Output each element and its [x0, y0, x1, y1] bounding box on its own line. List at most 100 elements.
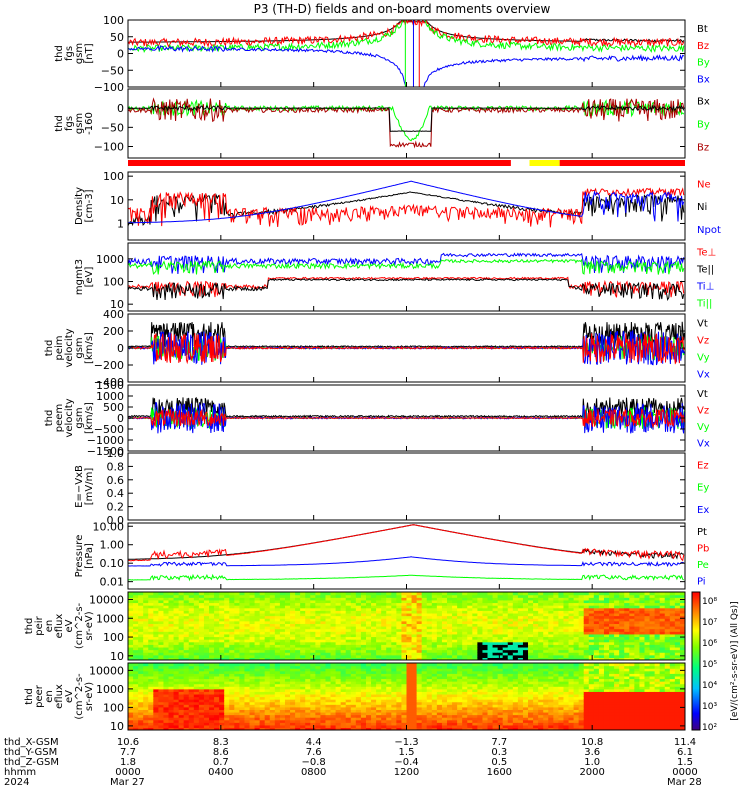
heatmap-cell — [203, 599, 210, 604]
heatmap-cell — [310, 722, 316, 726]
heatmap-cell — [447, 688, 453, 692]
heatmap-cell — [345, 649, 352, 653]
heatmap-cell — [320, 623, 327, 627]
heatmap-cell — [441, 724, 448, 729]
heatmap-cell — [355, 719, 362, 723]
heatmap-cell — [421, 683, 428, 687]
heatmap-cell — [193, 675, 200, 680]
heatmap-cell — [143, 711, 149, 716]
heatmap-cell — [310, 599, 316, 604]
heatmap-cell — [376, 704, 382, 708]
heatmap-cell — [234, 719, 240, 723]
heatmap-cell — [290, 597, 296, 601]
heatmap-cell — [492, 646, 499, 651]
heatmap-cell — [669, 615, 676, 619]
heatmap-cell — [320, 612, 327, 617]
heatmap-cell — [148, 693, 154, 698]
y-tick-label: −100 — [94, 81, 124, 94]
heatmap-cell — [128, 699, 134, 703]
heatmap-cell — [563, 602, 570, 606]
heatmap-cell — [305, 670, 311, 674]
heatmap-cell — [163, 618, 170, 622]
heatmap-cell — [269, 673, 276, 677]
heatmap-cell — [254, 649, 261, 653]
heatmap-cell — [649, 652, 656, 656]
heatmap-cell — [340, 612, 347, 617]
heatmap-cell — [462, 663, 468, 667]
heatmap-cell — [634, 626, 641, 630]
heatmap-cell — [568, 602, 575, 606]
heatmap-cell — [644, 633, 651, 638]
heatmap-cell — [355, 711, 362, 716]
heatmap-cell — [578, 594, 585, 598]
heatmap-cell — [203, 628, 210, 632]
heatmap-cell — [224, 675, 230, 680]
heatmap-cell — [153, 631, 159, 635]
heatmap-cell — [264, 623, 271, 627]
heatmap-cell — [284, 641, 291, 645]
heatmap-cell — [452, 612, 458, 617]
heatmap-cell — [315, 605, 322, 609]
heatmap-cell — [649, 607, 656, 611]
heatmap-cell — [406, 688, 413, 692]
heatmap-cell — [183, 626, 190, 630]
heatmap-cell — [340, 594, 347, 598]
heatmap-cell — [558, 599, 565, 604]
heatmap-cell — [203, 663, 210, 667]
heatmap-cell — [548, 610, 554, 614]
heatmap-cell — [431, 636, 438, 640]
heatmap-cell — [447, 691, 453, 695]
heatmap-cell — [279, 623, 286, 627]
heatmap-cell — [188, 626, 195, 630]
heatmap-cell — [153, 618, 159, 622]
heatmap-cell — [203, 644, 210, 648]
heatmap-cell — [325, 686, 332, 690]
heatmap-cell — [163, 693, 170, 698]
heatmap-cell — [209, 599, 215, 604]
heatmap-cell — [522, 612, 529, 617]
heatmap-cell — [209, 612, 215, 617]
heatmap-cell — [457, 663, 463, 667]
heatmap-cell — [502, 628, 509, 632]
heatmap-cell — [639, 633, 646, 638]
heatmap-cell — [209, 683, 215, 687]
heatmap-cell — [406, 594, 413, 598]
heatmap-cell — [284, 636, 291, 640]
heatmap-cell — [143, 657, 149, 660]
heatmap-cell — [335, 688, 342, 692]
heatmap-cell — [406, 673, 413, 677]
heatmap-cell — [128, 670, 134, 674]
heatmap-cell — [553, 610, 560, 614]
heatmap-cell — [462, 612, 468, 617]
heatmap-cell — [588, 628, 595, 632]
panel-peem-velocity: 150010005000−500−1000−1500thdpeemvelocit… — [44, 379, 710, 458]
heatmap-cell — [183, 657, 190, 660]
heatmap-cell — [173, 693, 180, 698]
heatmap-cell — [654, 597, 661, 601]
heatmap-cell — [274, 717, 281, 721]
heatmap-cell — [295, 652, 301, 656]
heatmap-cell — [244, 641, 251, 645]
heatmap-cell — [528, 615, 534, 619]
heatmap-cell — [183, 683, 190, 687]
heatmap-cell — [168, 686, 175, 690]
heatmap-cell — [447, 699, 453, 703]
heatmap-cell — [391, 615, 397, 619]
heatmap-cell — [345, 724, 352, 729]
heatmap-cell — [396, 678, 403, 682]
heatmap-cell — [163, 704, 170, 708]
heatmap-cell — [264, 665, 271, 669]
heatmap-cell — [543, 602, 549, 606]
heatmap-cell — [249, 727, 256, 730]
heatmap-cell — [376, 654, 382, 658]
heatmap-cell — [553, 602, 560, 606]
heatmap-cell — [335, 654, 342, 658]
heatmap-cell — [452, 691, 458, 695]
heatmap-cell — [497, 605, 504, 609]
heatmap-cell — [679, 644, 685, 648]
heatmap-cell — [143, 727, 149, 730]
heatmap-cell — [462, 709, 468, 713]
heatmap-cell — [188, 612, 195, 617]
heatmap-cell — [219, 686, 225, 690]
heatmap-cell — [168, 639, 175, 643]
